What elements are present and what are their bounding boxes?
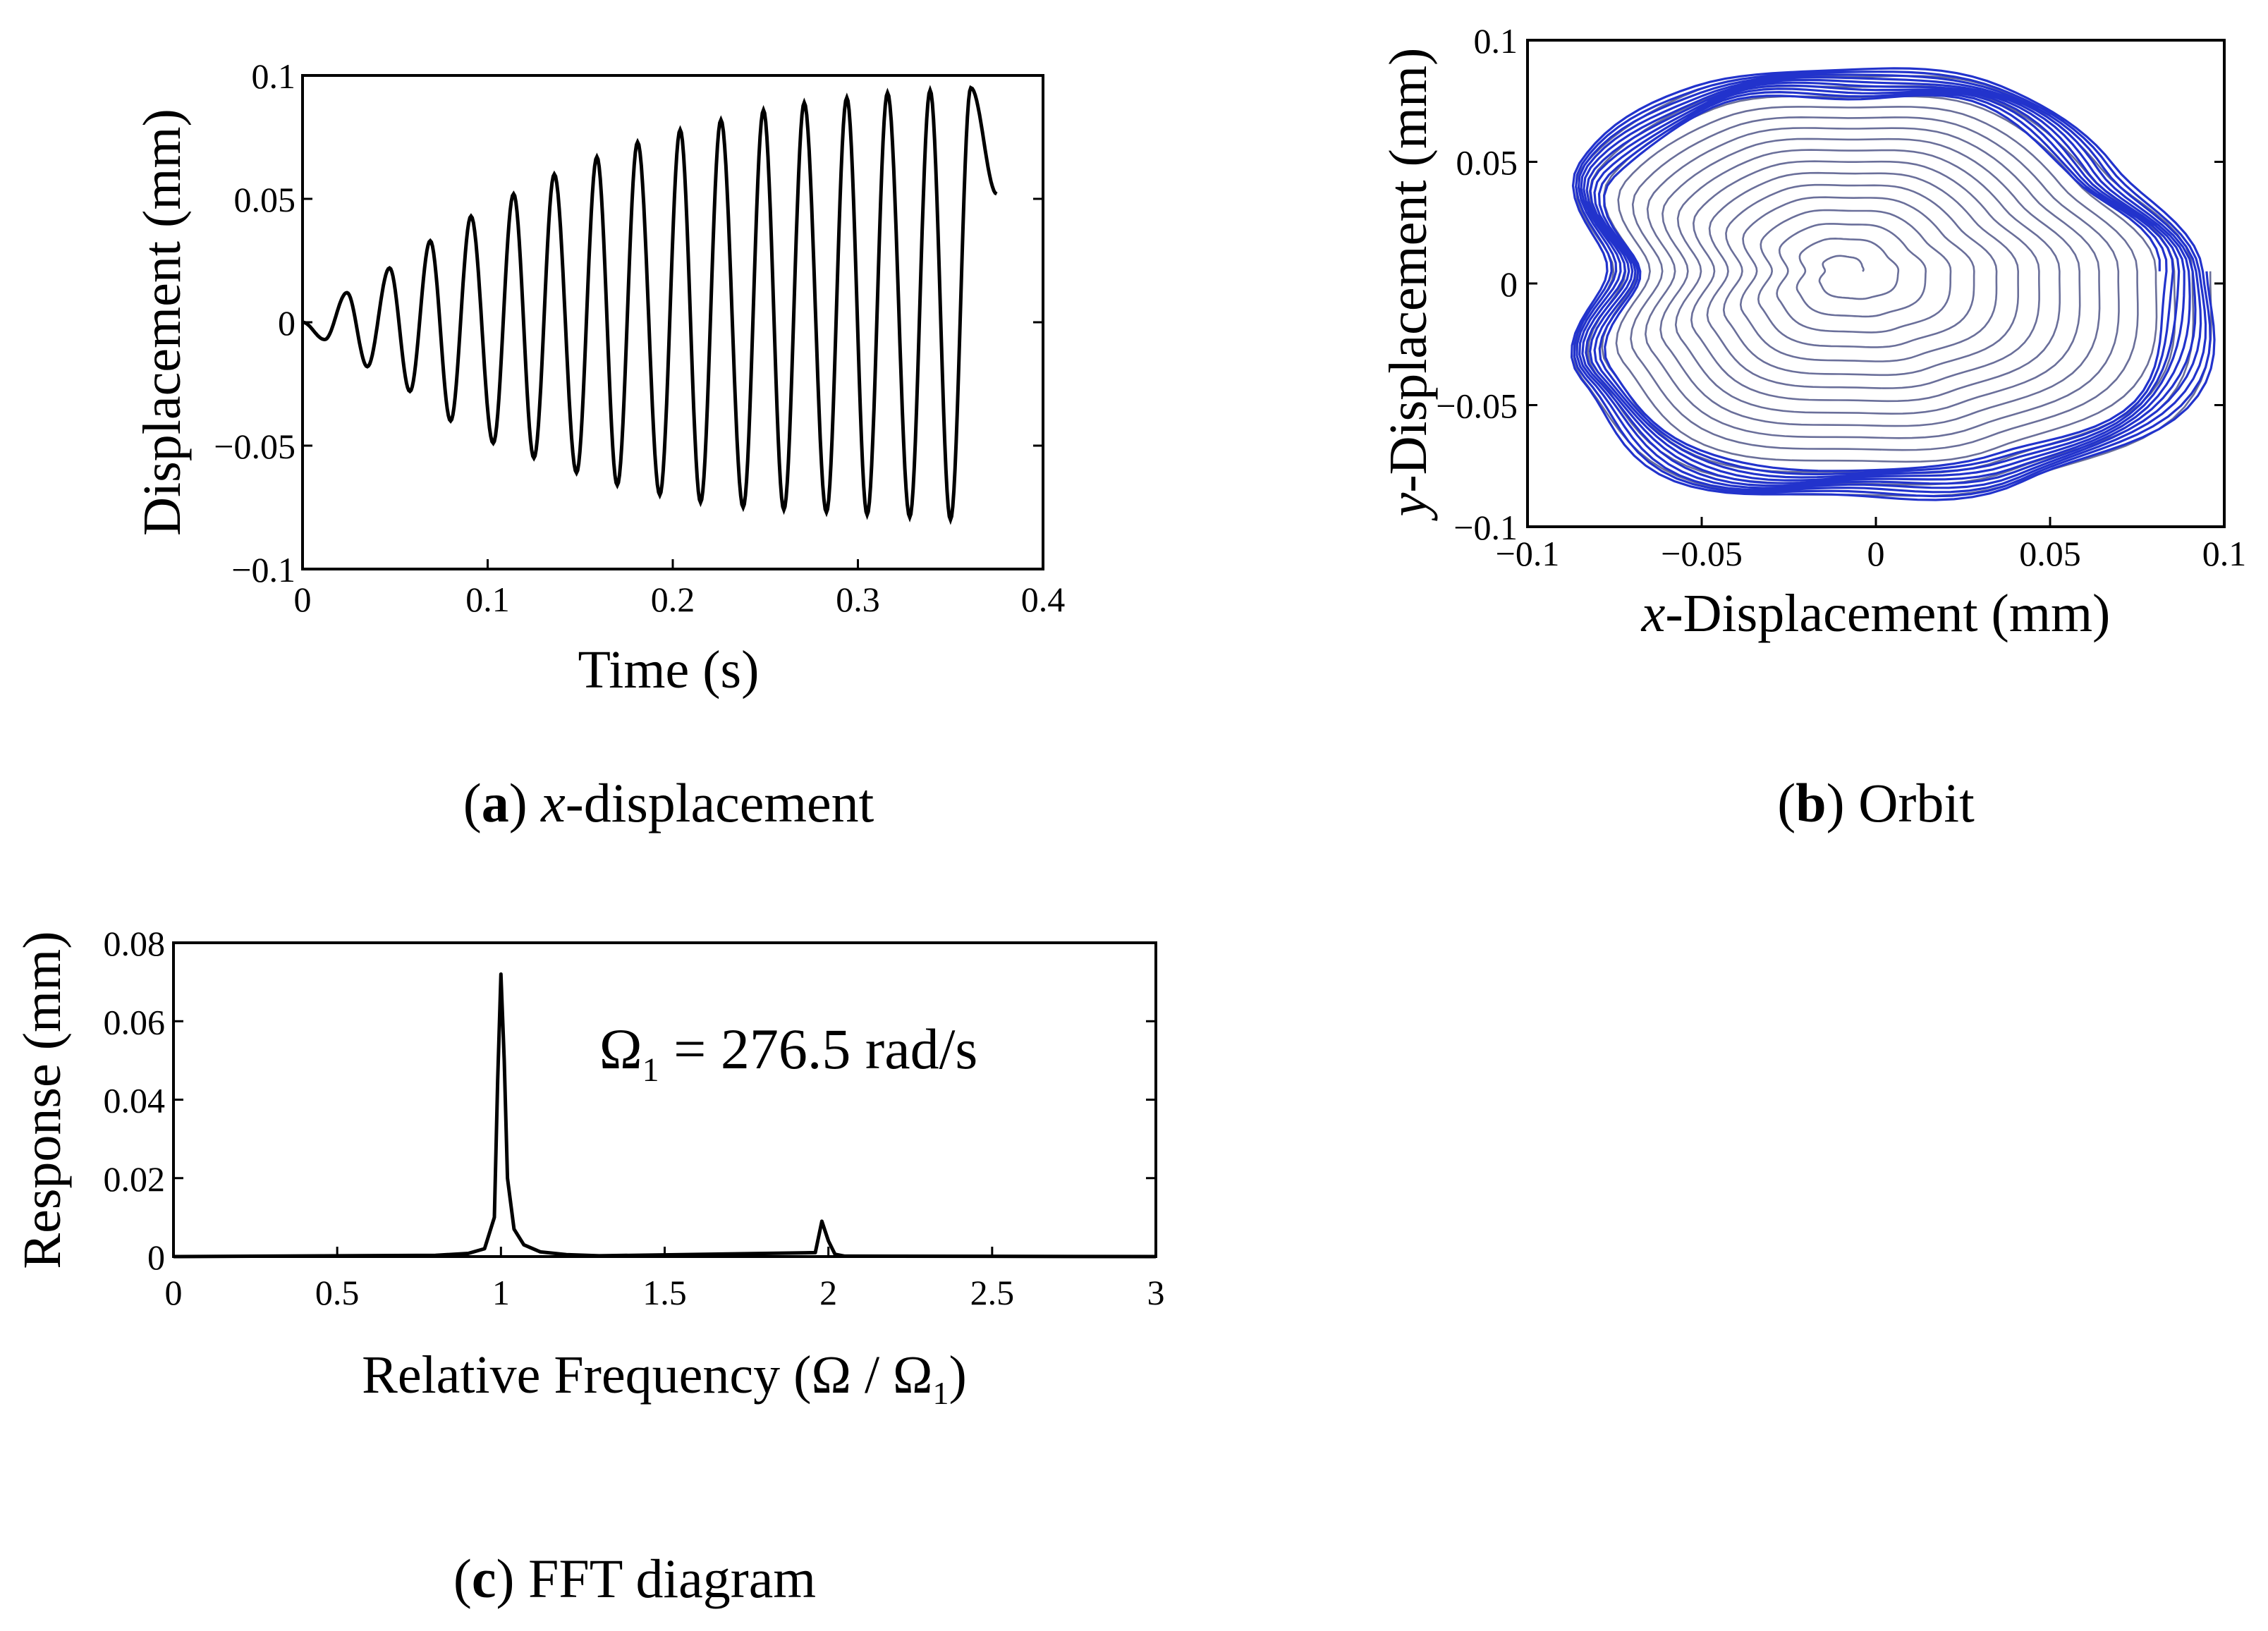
panel-c-annotation: Ω1 = 276.5 rad/s: [599, 1017, 978, 1089]
panel-b-caption-letter: b: [1796, 772, 1826, 833]
panel-a-ytick-label: −0.1: [231, 550, 295, 590]
panel-a-ticks: 0 0.1 0.2 0.3 0.4 −0.1 −0.05 0 0.05 0.1: [214, 56, 1065, 619]
panel-a-plot-area: [302, 85, 998, 525]
panel-c-ytick-label: 0.04: [104, 1081, 166, 1120]
panel-a-xtick-label: 0: [294, 580, 312, 619]
panel-a-caption-text: x-displacement: [540, 772, 874, 833]
panel-b-xtick-label: −0.1: [1496, 534, 1560, 573]
panel-b-ytick-label: 0.05: [1456, 143, 1518, 183]
panel-b-ytick-label: 0: [1500, 264, 1518, 304]
panel-b-ylabel: y-Displacement (mm): [1379, 48, 1438, 522]
panel-c-xtick-label: 2: [819, 1273, 837, 1312]
panel-a-xtick-label: 0.3: [836, 580, 880, 619]
panel-c-ylabel: Response (mm): [13, 931, 72, 1269]
panel-c-frame: [172, 941, 1157, 1258]
panel-c-xlabel: Relative Frequency (Ω / Ω1): [362, 1345, 967, 1411]
panel-b-plot-area: [1570, 67, 2216, 501]
panel-a-series-line: [302, 85, 998, 525]
panel-c-xtick-label: 1.5: [642, 1273, 687, 1312]
panel-a-ytick-label: 0.1: [252, 56, 296, 96]
panel-a-ytick-label: −0.05: [214, 427, 295, 466]
panel-c-ytick-label: 0: [147, 1238, 165, 1277]
panel-c-xtick-label: 0.5: [315, 1273, 360, 1312]
panel-c: 0 0.5 1 1.5 2 2.5 3 0 0.02 0.04 0.06 0.08 Ω1 = 276.…: [13, 924, 1165, 1609]
panel-b-orbit-outer-band: [1570, 67, 2216, 501]
panel-a-ylabel: Displacement (mm): [133, 109, 192, 536]
panel-c-xtick-label: 2.5: [970, 1273, 1015, 1312]
panel-b-orbit-spiral: [1573, 75, 2212, 497]
panel-a-caption: (a) x-displacement: [463, 772, 874, 833]
panel-b-ytick-label: −0.1: [1453, 508, 1518, 547]
panel-c-ytick-label: 0.08: [104, 924, 166, 963]
panel-b-xtick-label: 0.1: [2202, 534, 2247, 573]
panel-b: −0.1 −0.05 0 0.05 0.1 −0.1 −0.05 0 0.05 0.1 x-Dis…: [1379, 21, 2246, 833]
panel-b-caption-text: Orbit: [1858, 772, 1975, 833]
panel-c-ytick-label: 0.02: [104, 1159, 166, 1199]
panel-a-xtick-label: 0.2: [651, 580, 695, 619]
panel-b-ticks: −0.1 −0.05 0 0.05 0.1 −0.1 −0.05 0 0.05 0.1: [1436, 21, 2246, 573]
panel-a-ytick-label: 0: [278, 303, 295, 343]
panel-c-xtick-label: 3: [1147, 1273, 1165, 1312]
panel-b-xtick-label: 0.05: [2019, 534, 2081, 573]
panel-b-ytick-label: −0.05: [1436, 386, 1518, 426]
panel-c-caption-text: FFT diagram: [528, 1548, 816, 1609]
panel-a-ytick-label: 0.05: [234, 180, 296, 219]
panel-c-ticks: 0 0.5 1 1.5 2 2.5 3 0 0.02 0.04 0.06 0.08: [104, 924, 1165, 1312]
panel-c-plot-area: [173, 972, 1157, 1259]
panel-a-xlabel: Time (s): [578, 640, 760, 700]
panel-b-xtick-label: 0: [1867, 534, 1885, 573]
panel-a-frame: [301, 74, 1044, 570]
panel-b-xlabel: x-Displacement (mm): [1641, 584, 2111, 643]
panel-c-series-line: [173, 972, 1157, 1259]
panel-a-xtick-label: 0.1: [465, 580, 510, 619]
panel-c-xtick-label: 1: [492, 1273, 510, 1312]
panel-c-xtick-label: 0: [165, 1273, 183, 1312]
panel-a-xtick-label: 0.4: [1021, 580, 1066, 619]
panel-c-ytick-label: 0.06: [104, 1002, 166, 1041]
panel-c-caption: (c) FFT diagram: [453, 1548, 816, 1609]
panel-a-caption-letter: a: [482, 772, 509, 833]
panel-b-ytick-label: 0.1: [1474, 21, 1518, 61]
panel-b-caption: (b) Orbit: [1777, 772, 1975, 833]
panel-c-caption-letter: c: [472, 1548, 496, 1609]
panel-b-xtick-label: −0.05: [1661, 534, 1743, 573]
